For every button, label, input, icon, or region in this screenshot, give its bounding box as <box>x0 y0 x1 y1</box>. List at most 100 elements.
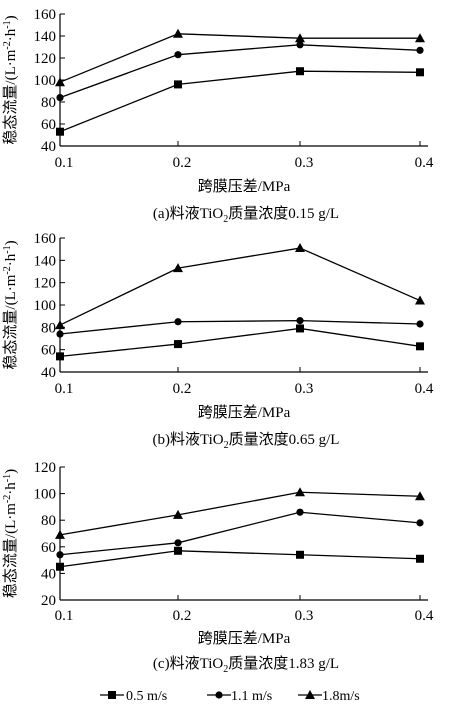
x-tick-label: 0.1 <box>55 381 74 397</box>
data-point-square <box>56 562 64 571</box>
y-tick-label: 60 <box>41 117 56 133</box>
data-point-circle <box>416 46 424 54</box>
y-axis-label-part: -1 <box>2 20 13 28</box>
series-line <box>59 33 420 83</box>
x-axis-label: 跨膜压差/MPa <box>198 630 291 647</box>
series-square <box>56 546 424 571</box>
series-line <box>59 44 421 99</box>
data-point-square <box>174 80 182 89</box>
y-tick-label: 100 <box>34 487 57 503</box>
y-tick-label: 120 <box>34 460 57 476</box>
x-tick-label: 0.2 <box>173 381 192 397</box>
x-tick-label: 0.4 <box>415 608 434 624</box>
data-point-square <box>416 554 424 563</box>
y-axis-label-part: ·h <box>3 28 19 41</box>
series-square <box>56 324 424 361</box>
y-axis-label-part: 稳态流量/(L·m <box>2 49 19 144</box>
panel-caption: (a)料液TiO2质量浓度0.15 g/L <box>153 205 339 225</box>
series-circle <box>56 41 424 102</box>
chart-panel-a: 40 60 80 100 120 140 160 0.1 0.2 0.3 0.4 跨膜压差/MPa 稳态… <box>2 7 434 225</box>
y-axis-label: 稳态流量/(L·m-2·h-1) <box>2 15 19 144</box>
y-tick-label: 60 <box>41 540 56 556</box>
x-tick-label: 0.1 <box>55 155 74 171</box>
data-point-square <box>56 127 64 136</box>
legend-label: 1.1 m/s <box>231 689 272 704</box>
data-point-triangle <box>173 263 183 273</box>
y-tick-label: 120 <box>34 276 57 292</box>
y-axis-label-part: 稳态流量/(L·m <box>2 503 19 598</box>
y-tick-label: 160 <box>34 7 57 23</box>
panel-caption-part: 质量浓度1.83 g/L <box>228 655 339 672</box>
panel-caption-part: 质量浓度0.15 g/L <box>228 205 339 222</box>
data-point-square <box>416 68 424 77</box>
y-axis-label-part: ) <box>3 240 19 245</box>
legend-marker-square <box>108 691 116 699</box>
data-point-square <box>416 342 424 351</box>
data-point-triangle <box>415 295 425 305</box>
panel-caption-part: 2 <box>224 440 229 451</box>
x-axis-label: 跨膜压差/MPa <box>198 404 291 421</box>
panel-caption-part: 2 <box>223 664 228 675</box>
data-point-circle <box>296 41 304 49</box>
series-triangle <box>55 243 425 330</box>
data-point-circle <box>56 94 64 102</box>
panel-caption: (c)料液TiO2质量浓度1.83 g/L <box>153 655 339 675</box>
panel-caption: (b)料液TiO2质量浓度0.65 g/L <box>153 431 340 451</box>
y-tick-label: 80 <box>41 513 56 529</box>
x-tick-label: 0.4 <box>415 381 434 397</box>
x-tick-label: 0.2 <box>173 608 192 624</box>
y-axis-label-part: -1 <box>2 245 13 253</box>
y-axis-label-part: ) <box>3 15 19 20</box>
series-line <box>59 327 421 358</box>
y-tick-label: 160 <box>34 231 57 247</box>
y-tick-label: 100 <box>34 73 57 89</box>
x-tick-label: 0.3 <box>295 381 314 397</box>
x-tick-label: 0.1 <box>55 608 74 624</box>
data-point-triangle <box>173 28 183 38</box>
legend: 0.5 m/s 1.1 m/s 1.8m/s <box>100 689 360 704</box>
data-point-circle <box>296 317 304 325</box>
data-point-square <box>56 352 64 361</box>
legend-marker-circle <box>215 691 223 699</box>
y-axis-label-part: ·h <box>3 482 19 495</box>
y-tick-label: 140 <box>34 29 57 45</box>
y-axis-label-part: -2 <box>2 495 13 503</box>
y-tick-label: 140 <box>34 253 57 269</box>
y-axis-label-part: -1 <box>2 474 13 482</box>
y-axis-label: 稳态流量/(L·m-2·h-1) <box>2 240 19 369</box>
legend-item-square: 0.5 m/s <box>100 689 167 704</box>
data-point-triangle <box>295 33 305 43</box>
data-point-triangle <box>295 243 305 253</box>
series-line <box>59 319 421 335</box>
y-axis-label-part: ) <box>3 469 19 474</box>
data-point-triangle <box>55 77 65 87</box>
series-triangle <box>55 28 425 87</box>
y-axis-label-part: -2 <box>2 266 13 274</box>
data-point-circle <box>174 539 182 547</box>
data-point-square <box>174 340 182 349</box>
data-point-square <box>296 324 304 333</box>
series-square <box>56 67 424 136</box>
legend-item-circle: 1.1 m/s <box>207 689 272 704</box>
y-axis-label-part: -2 <box>2 41 13 49</box>
panel-caption-part: (b)料液TiO <box>153 431 224 448</box>
panel-caption-part: (c)料液TiO <box>153 655 223 672</box>
data-point-circle <box>174 318 182 326</box>
y-tick-label: 40 <box>41 139 56 155</box>
data-point-triangle <box>415 33 425 43</box>
x-tick-label: 0.4 <box>415 155 434 171</box>
y-tick-label: 80 <box>41 95 56 111</box>
legend-label: 1.8m/s <box>322 689 360 704</box>
x-axis-label: 跨膜压差/MPa <box>198 178 291 195</box>
chart-panel-b: 40 60 80 100 120 140 160 0.1 0.2 0.3 0.4 跨膜压差/MPa 稳态… <box>2 231 434 451</box>
series-triangle <box>55 487 425 539</box>
data-point-triangle <box>55 320 65 330</box>
data-point-circle <box>174 51 182 59</box>
y-tick-label: 100 <box>34 298 57 314</box>
x-tick-label: 0.3 <box>295 155 314 171</box>
series-line <box>59 550 421 568</box>
data-point-triangle <box>55 529 65 539</box>
legend-marker-triangle <box>305 690 315 699</box>
y-tick-label: 80 <box>41 320 56 336</box>
